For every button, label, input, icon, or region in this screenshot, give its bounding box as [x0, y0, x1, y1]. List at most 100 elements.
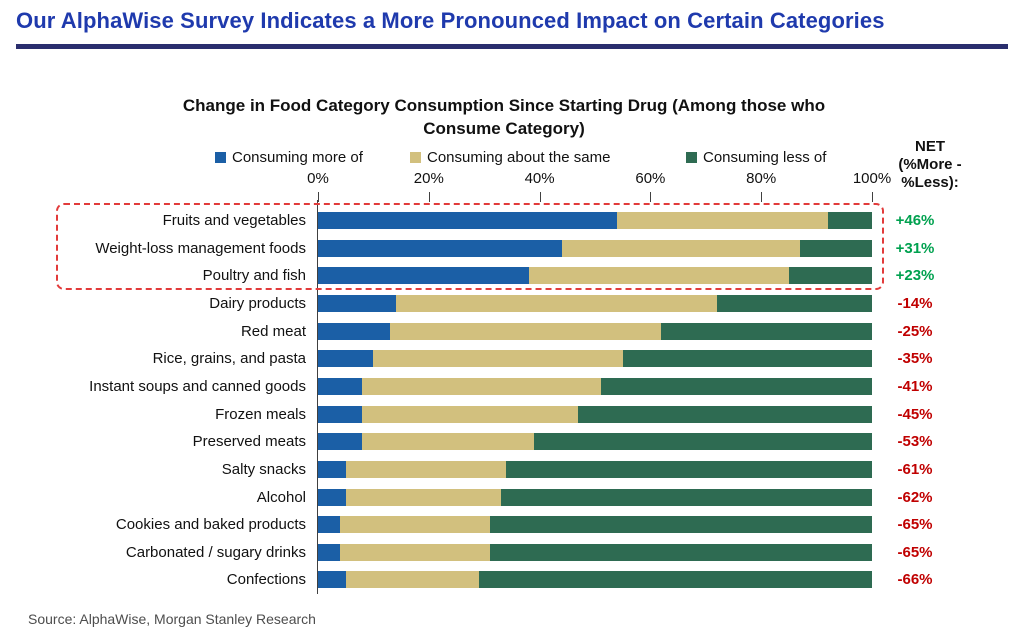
consuming-more-segment: [318, 322, 391, 340]
consuming-more-segment: [318, 405, 363, 423]
consuming-more-segment: [318, 267, 529, 285]
consuming-same-segment: [362, 377, 601, 395]
net-value: +23%: [895, 267, 935, 285]
consuming-less-segment: [478, 571, 872, 589]
chart-row: Alcohol -62%: [0, 484, 1024, 512]
x-tick-mark: [539, 192, 541, 202]
net-value: -65%: [897, 543, 933, 561]
chart-row: Fruits and vegetables +46%: [0, 207, 1024, 235]
net-value: -62%: [897, 488, 933, 506]
consuming-same-segment: [345, 460, 507, 478]
x-tick-label: 60%: [635, 170, 666, 187]
category-label: Carbonated / sugary drinks: [125, 543, 306, 561]
consuming-more-segment: [318, 543, 341, 561]
category-label: Salty snacks: [221, 460, 306, 478]
y-axis-line: [317, 200, 318, 594]
category-label: Fruits and vegetables: [162, 212, 306, 229]
chart-row: Instant soups and canned goods -41%: [0, 373, 1024, 401]
consuming-same-segment: [561, 239, 800, 257]
legend-swatch-same-icon: [410, 152, 421, 163]
consuming-less-segment: [716, 294, 872, 312]
consuming-same-segment: [617, 212, 828, 229]
legend-label-same: Consuming about the same: [427, 149, 611, 166]
consuming-same-segment: [340, 543, 490, 561]
net-value: -61%: [897, 460, 933, 478]
chart-row: Dairy products -14%: [0, 290, 1024, 318]
x-tick-mark: [650, 192, 652, 202]
consuming-same-segment: [395, 294, 717, 312]
consuming-less-segment: [506, 460, 872, 478]
consuming-less-segment: [600, 377, 872, 395]
stacked-bar: [318, 571, 872, 589]
net-value: -53%: [897, 433, 933, 451]
chart-row: Frozen meals -45%: [0, 401, 1024, 429]
consuming-more-segment: [318, 350, 374, 368]
net-value: -65%: [897, 516, 933, 534]
net-column-header: NET (%More - %Less):: [878, 138, 982, 192]
net-value: -66%: [897, 571, 933, 589]
chart-row: Rice, grains, and pasta -35%: [0, 345, 1024, 373]
x-tick-mark: [318, 192, 319, 202]
consuming-less-segment: [788, 267, 872, 285]
net-value: -14%: [897, 294, 933, 312]
consuming-less-segment: [661, 322, 872, 340]
page-title: Our AlphaWise Survey Indicates a More Pr…: [16, 8, 885, 33]
consuming-more-segment: [318, 433, 363, 451]
consuming-same-segment: [390, 322, 662, 340]
consuming-same-segment: [362, 433, 535, 451]
consuming-more-segment: [318, 239, 562, 257]
net-header-line-3: %Less):: [901, 174, 959, 191]
stacked-bar: [318, 460, 872, 478]
chart-row: Cookies and baked products -65%: [0, 511, 1024, 539]
category-label: Red meat: [240, 322, 306, 340]
net-header-line-1: NET: [915, 138, 945, 155]
chart-row: Confections -66%: [0, 566, 1024, 594]
consuming-more-segment: [318, 488, 346, 506]
stacked-bar: [318, 433, 872, 451]
consuming-same-segment: [362, 405, 579, 423]
stacked-bar: [318, 543, 872, 561]
legend-swatch-less-icon: [686, 152, 697, 163]
chart-row: Salty snacks -61%: [0, 456, 1024, 484]
x-tick-label: 100%: [852, 170, 892, 187]
stacked-bar: [318, 322, 872, 340]
x-tick-label: 0%: [307, 170, 329, 187]
stacked-bar: [318, 516, 872, 534]
chart-row: Poultry and fish +23%: [0, 262, 1024, 290]
category-label: Frozen meals: [215, 405, 306, 423]
x-tick-label: 80%: [746, 170, 777, 187]
title-underline-rule: [16, 44, 1008, 49]
x-tick-mark: [428, 192, 430, 202]
legend-label-less: Consuming less of: [703, 149, 827, 166]
legend-swatch-more-icon: [215, 152, 226, 163]
stacked-bar: [318, 405, 872, 423]
consuming-same-segment: [345, 571, 479, 589]
chart-row: Red meat -25%: [0, 318, 1024, 346]
x-tick-label: 20%: [413, 170, 444, 187]
stacked-bar: [318, 212, 872, 229]
net-value: -35%: [897, 350, 933, 368]
consuming-less-segment: [622, 350, 872, 368]
legend-item-consuming-more: Consuming more of: [215, 149, 363, 166]
stacked-bar: [318, 488, 872, 506]
net-value: -25%: [897, 322, 933, 340]
net-value: +46%: [895, 212, 935, 229]
consuming-same-segment: [373, 350, 623, 368]
net-value: +31%: [895, 239, 935, 257]
stacked-bar: [318, 350, 872, 368]
consuming-same-segment: [345, 488, 501, 506]
category-label: Poultry and fish: [202, 267, 306, 285]
consuming-less-segment: [534, 433, 872, 451]
consuming-less-segment: [799, 239, 872, 257]
category-label: Preserved meats: [192, 433, 306, 451]
consuming-less-segment: [827, 212, 872, 229]
x-tick-mark: [872, 192, 873, 202]
stacked-bar: [318, 239, 872, 257]
category-label: Instant soups and canned goods: [89, 377, 306, 395]
stacked-bar: [318, 294, 872, 312]
legend-item-consuming-same: Consuming about the same: [410, 149, 610, 166]
consuming-more-segment: [318, 516, 341, 534]
consuming-same-segment: [528, 267, 789, 285]
consuming-less-segment: [489, 516, 872, 534]
